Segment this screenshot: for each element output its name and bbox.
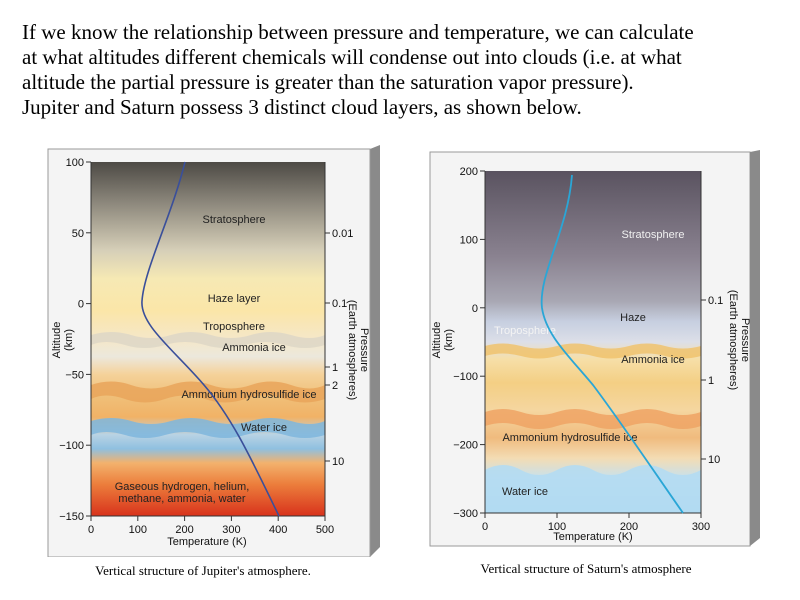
intro-line: If we know the relationship between pres…	[22, 20, 694, 44]
saturn-pressure-tick-label: 1	[708, 375, 714, 387]
jupiter-temperature-tick-label: 200	[175, 524, 193, 536]
saturn-ammonia-cloud	[485, 343, 701, 359]
jupiter-temperature-curve	[141, 161, 280, 517]
saturn-figure: 200 100 0 −100 −200 −300 0 100 200 300 0.1 1 10 St…	[429, 150, 760, 547]
jupiter-altitude-tick-label: −50	[65, 369, 84, 381]
saturn-x-axis-label: Temperature (K)	[553, 531, 632, 543]
saturn-layer-troposphere: Troposphere	[494, 325, 556, 337]
saturn-y-axis-unit: (km)	[443, 329, 455, 351]
jupiter-temperature-tick-label: 500	[316, 524, 334, 536]
jupiter-water-cloud	[91, 418, 325, 438]
jupiter-pressure-tick-label: 1	[332, 362, 338, 374]
saturn-pressure-tick-label: 0.1	[708, 295, 723, 307]
intro-line: altitude the partial pressure is greater…	[22, 70, 634, 94]
jupiter-altitude-tick-label: −100	[59, 440, 84, 452]
jupiter-layer-stratosphere: Stratosphere	[203, 214, 266, 226]
saturn-altitude-tick-label: 200	[460, 166, 478, 178]
saturn-pressure-tick-label: 10	[708, 454, 720, 466]
jupiter-layer-ammonium: Ammonium hydrosulfide ice	[181, 389, 316, 401]
saturn-temperature-curve	[540, 174, 684, 514]
saturn-altitude-tick-label: −300	[453, 508, 478, 520]
jupiter-pressure-label: Pressure	[358, 328, 370, 372]
jupiter-altitude-tick-label: −150	[59, 511, 84, 523]
jupiter-temperature-tick-label: 400	[269, 524, 287, 536]
jupiter-y-axis-label: Altitude	[51, 322, 63, 359]
saturn-pressure-unit: (Earth atmospheres)	[727, 290, 739, 390]
saturn-temperature-tick-label: 100	[548, 521, 566, 533]
jupiter-layer-ammonia: Ammonia ice	[222, 342, 286, 354]
saturn-layer-water: Water ice	[502, 486, 548, 498]
jupiter-pressure-tick-label: 10	[332, 456, 344, 468]
jupiter-pressure-tick-label: 2	[332, 380, 338, 392]
saturn-y-axis-label: Altitude	[431, 322, 443, 359]
jupiter-layer-gas-line1: Gaseous hydrogen, helium,	[115, 481, 250, 493]
saturn-temperature-tick-label: 0	[482, 521, 488, 533]
saturn-temperature-tick-label: 300	[692, 521, 710, 533]
jupiter-pressure-tick-label: 0.01	[332, 228, 353, 240]
saturn-ammonium-cloud	[485, 409, 701, 429]
saturn-altitude-tick-label: 100	[460, 234, 478, 246]
intro-paragraph: If we know the relationship between pres…	[22, 20, 792, 120]
saturn-altitude-tick-label: 0	[472, 303, 478, 315]
jupiter-layer-gas-line2: methane, ammonia, water	[118, 493, 246, 505]
jupiter-layer-troposphere: Troposphere	[203, 321, 265, 333]
jupiter-temperature-tick-label: 0	[88, 524, 94, 536]
jupiter-pressure-unit: (Earth atmospheres)	[346, 300, 358, 400]
jupiter-x-axis-label: Temperature (K)	[167, 536, 246, 548]
jupiter-layer-water: Water ice	[241, 422, 287, 434]
jupiter-temperature-tick-label: 100	[129, 524, 147, 536]
jupiter-altitude-tick-label: 100	[66, 157, 84, 169]
jupiter-temperature-tick-label: 300	[222, 524, 240, 536]
jupiter-altitude-tick-label: 0	[78, 299, 84, 311]
jupiter-y-axis-unit: (km)	[63, 329, 75, 351]
jupiter-altitude-tick-label: 50	[72, 228, 84, 240]
saturn-altitude-tick-label: −100	[453, 371, 478, 383]
saturn-temperature-tick-label: 200	[620, 521, 638, 533]
saturn-pressure-label: Pressure	[739, 318, 751, 362]
intro-line: Jupiter and Saturn possess 3 distinct cl…	[22, 95, 582, 119]
saturn-atmosphere-background	[485, 171, 701, 513]
saturn-layer-ammonia: Ammonia ice	[621, 354, 685, 366]
jupiter-layer-haze: Haze layer	[208, 293, 261, 305]
saturn-layer-stratosphere: Stratosphere	[622, 229, 685, 241]
jupiter-pressure-tick-label: 0.1	[332, 298, 347, 310]
intro-line: at what altitudes different chemicals wi…	[22, 45, 682, 69]
jupiter-ammonium-cloud	[91, 381, 325, 403]
saturn-water-cloud	[485, 465, 701, 513]
jupiter-ammonia-cloud	[91, 332, 325, 348]
saturn-caption: Vertical structure of Saturn's atmospher…	[480, 561, 692, 576]
saturn-altitude-tick-label: −200	[453, 440, 478, 452]
saturn-layer-haze: Haze	[620, 312, 646, 324]
saturn-layer-ammonium: Ammonium hydrosulfide ice	[502, 432, 637, 444]
jupiter-caption: Vertical structure of Jupiter's atmosphe…	[95, 563, 311, 578]
